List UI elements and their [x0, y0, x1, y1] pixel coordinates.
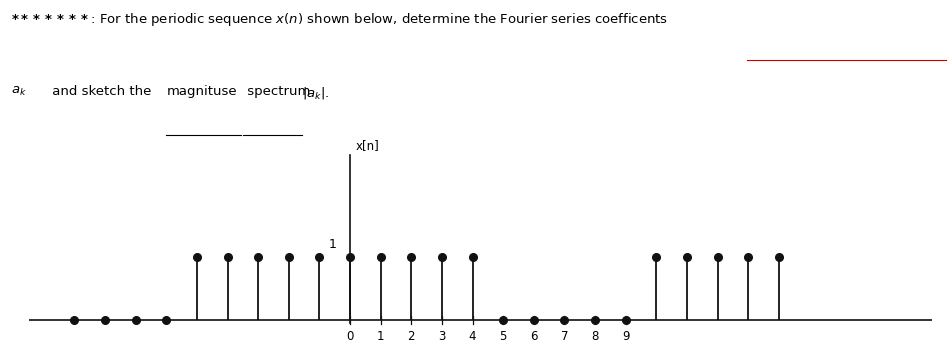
Text: $\mathbf{*******}$: For the periodic sequence $x(n)$ shown below, determine the : $\mathbf{*******}$: For the periodic seq…: [11, 11, 669, 28]
Text: x[n]: x[n]: [356, 139, 379, 152]
Text: $a_k$: $a_k$: [11, 85, 28, 98]
Text: magnituse: magnituse: [166, 85, 237, 98]
Text: 3: 3: [438, 330, 446, 342]
Text: 2: 2: [408, 330, 415, 342]
Text: and sketch the: and sketch the: [48, 85, 155, 98]
Text: 9: 9: [622, 330, 630, 342]
Text: 4: 4: [469, 330, 476, 342]
Text: 8: 8: [592, 330, 599, 342]
Text: 1: 1: [377, 330, 384, 342]
Text: $|a_k|$.: $|a_k|$.: [302, 85, 330, 101]
Text: spectrum: spectrum: [243, 85, 314, 98]
Text: 1: 1: [328, 238, 337, 251]
Text: 6: 6: [530, 330, 537, 342]
Text: 0: 0: [346, 330, 354, 342]
Text: 7: 7: [561, 330, 569, 342]
Text: 5: 5: [499, 330, 507, 342]
